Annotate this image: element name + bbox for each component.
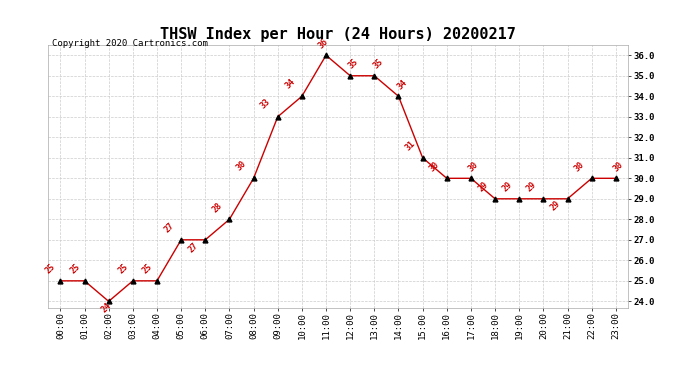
Title: THSW Index per Hour (24 Hours) 20200217: THSW Index per Hour (24 Hours) 20200217 [160, 27, 516, 42]
Text: 30: 30 [573, 160, 586, 173]
Text: 29: 29 [524, 180, 538, 194]
Text: 29: 29 [500, 180, 514, 194]
Text: Copyright 2020 Cartronics.com: Copyright 2020 Cartronics.com [52, 39, 208, 48]
Text: 25: 25 [44, 262, 57, 276]
Text: 25: 25 [117, 262, 130, 276]
Text: 31: 31 [404, 139, 417, 153]
Text: 33: 33 [259, 97, 273, 111]
Text: 34: 34 [283, 76, 297, 90]
Text: THSW  (°F): THSW (°F) [595, 33, 654, 44]
Text: 28: 28 [210, 201, 224, 214]
Text: 29: 29 [549, 199, 562, 212]
Text: 27: 27 [186, 241, 200, 254]
Text: 27: 27 [162, 221, 176, 235]
Text: 36: 36 [317, 37, 331, 50]
Text: 24: 24 [99, 301, 113, 315]
Text: 35: 35 [371, 57, 384, 70]
Text: 30: 30 [235, 159, 248, 172]
Text: 30: 30 [428, 160, 442, 173]
Text: 35: 35 [347, 57, 360, 70]
Text: 29: 29 [476, 180, 490, 194]
Text: 30: 30 [466, 160, 480, 173]
Text: 34: 34 [395, 78, 408, 91]
Text: 25: 25 [68, 262, 81, 276]
Text: 30: 30 [611, 160, 625, 173]
Text: 25: 25 [141, 262, 154, 276]
